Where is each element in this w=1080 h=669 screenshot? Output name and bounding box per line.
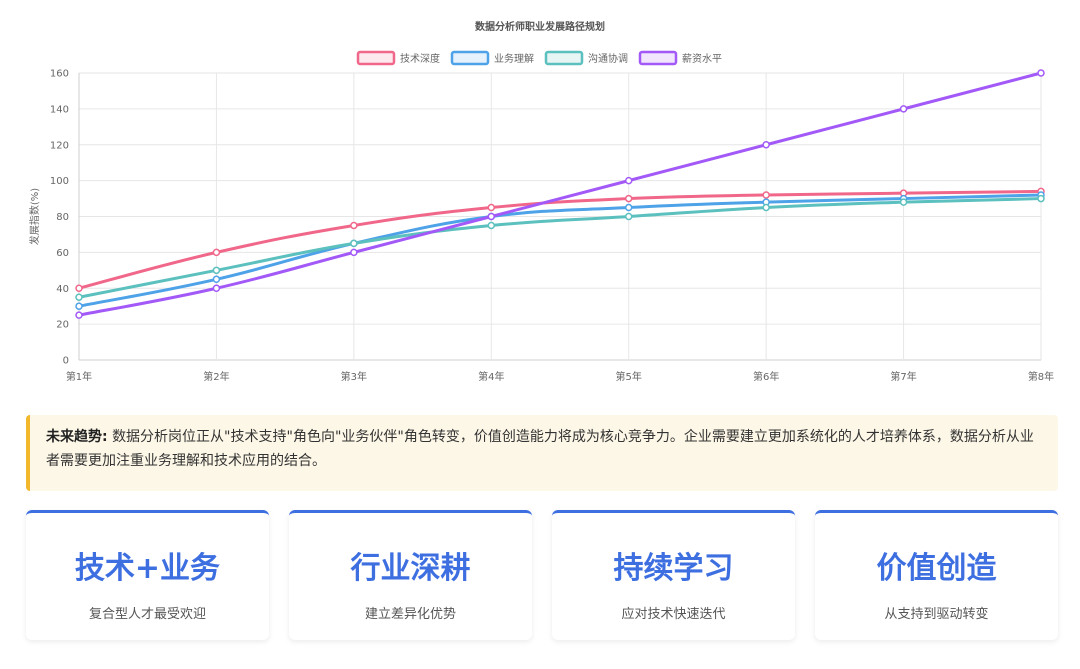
- card-subtitle: 从支持到驱动转变: [884, 607, 989, 622]
- x-tick-label: 第4年: [478, 370, 504, 383]
- card-subtitle: 建立差异化优势: [364, 607, 456, 622]
- data-point: [762, 191, 770, 199]
- data-point: [487, 212, 496, 221]
- y-tick-label: 140: [50, 104, 69, 115]
- x-tick-label: 第2年: [203, 370, 229, 383]
- data-point: [75, 311, 83, 319]
- series-line-2: [78, 193, 1042, 308]
- data-point: [350, 221, 358, 230]
- y-tick-label: 0: [63, 356, 69, 367]
- career-chart: 数据分析师职业发展路径规划技术深度 业务理解 沟通协调 薪资水平 0 20 40 60 80 10…: [28, 20, 1054, 383]
- x-tick-label: 第1年: [66, 370, 92, 383]
- x-tick-label: 第8年: [1028, 370, 1054, 383]
- data-point: [487, 203, 496, 212]
- card-title: 技术+业务: [74, 551, 221, 586]
- highlight-cards: 技术+业务 复合型人才最受欢迎 行业深耕 建立差异化优势 持续学习 应对技术快速…: [26, 510, 1058, 640]
- legend-swatch: [356, 50, 396, 66]
- card-tech-business: 技术+业务 复合型人才最受欢迎: [26, 510, 269, 640]
- x-tick-label: 第3年: [341, 370, 367, 383]
- card-title: 行业深耕: [350, 551, 471, 586]
- card-industry-focus: 行业深耕 建立差异化优势: [289, 510, 532, 640]
- legend-swatch: [544, 50, 584, 66]
- trend-label: 未来趋势:: [46, 429, 108, 445]
- y-tick-label: 100: [50, 176, 69, 187]
- data-point: [350, 239, 358, 248]
- y-tick-label: 80: [56, 212, 69, 223]
- data-point: [212, 266, 221, 275]
- legend-label: 技术深度: [400, 52, 440, 65]
- y-axis-title: 发展指数(%): [28, 188, 41, 245]
- x-tick-label: 第7年: [890, 370, 916, 383]
- data-point: [899, 105, 908, 113]
- data-point: [624, 212, 633, 221]
- data-point: [1037, 194, 1045, 203]
- data-point: [1037, 69, 1045, 77]
- card-subtitle: 应对技术快速迭代: [621, 607, 726, 622]
- series-line-1: [78, 189, 1042, 290]
- legend-label: 薪资水平: [682, 53, 722, 65]
- data-point: [487, 221, 496, 230]
- legend-label: 业务理解: [494, 52, 534, 65]
- y-tick-label: 40: [56, 284, 69, 295]
- card-subtitle: 复合型人才最受欢迎: [88, 607, 206, 622]
- data-point: [212, 275, 221, 284]
- card-continuous-learning: 持续学习 应对技术快速迭代: [552, 510, 795, 640]
- data-point: [762, 203, 770, 212]
- x-tick-label: 第6年: [753, 370, 779, 383]
- data-point: [624, 176, 633, 185]
- data-point: [212, 248, 221, 257]
- data-point: [75, 293, 83, 301]
- y-tick-label: 120: [50, 140, 69, 151]
- y-tick-label: 60: [56, 248, 69, 259]
- legend-swatch: [450, 50, 490, 66]
- data-point: [212, 284, 221, 292]
- data-point: [624, 203, 633, 212]
- data-point: [75, 284, 83, 292]
- card-title: 价值创造: [876, 551, 997, 586]
- card-value-creation: 价值创造 从支持到驱动转变: [815, 510, 1058, 640]
- future-trend-note: 未来趋势: 数据分析岗位正从"技术支持"角色向"业务伙伴"角色转变，价值创造能力…: [26, 415, 1058, 491]
- data-point: [350, 248, 358, 257]
- card-title: 持续学习: [613, 551, 734, 586]
- series-line-4: [78, 71, 1042, 317]
- trend-text: 数据分析岗位正从"技术支持"角色向"业务伙伴"角色转变，价值创造能力将成为核心竞…: [46, 429, 1034, 469]
- y-tick-label: 160: [50, 69, 69, 80]
- data-point: [624, 194, 633, 203]
- legend-label: 沟通协调: [588, 52, 628, 65]
- data-point: [75, 302, 83, 310]
- x-tick-label: 第5年: [616, 370, 642, 383]
- legend-swatch: [638, 50, 678, 66]
- series-line-3: [78, 197, 1042, 299]
- data-point: [762, 141, 770, 149]
- chart-title: 数据分析师职业发展路径规划: [475, 20, 605, 33]
- data-point: [899, 198, 908, 206]
- y-tick-label: 20: [56, 320, 69, 331]
